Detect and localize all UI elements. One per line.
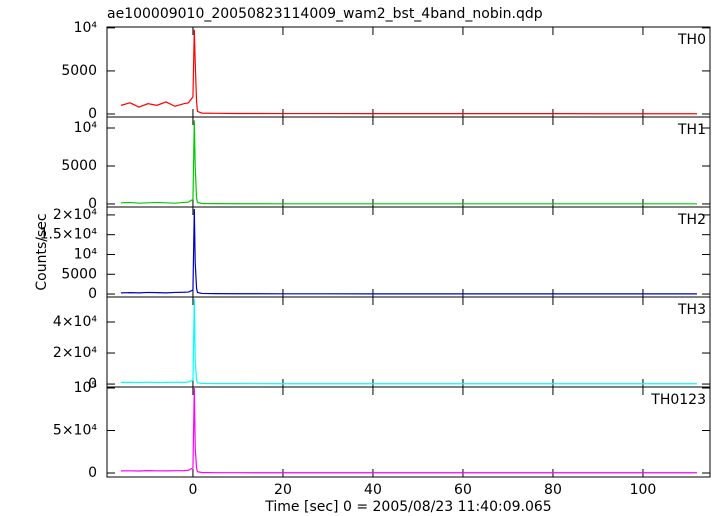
series-line [120, 388, 697, 474]
y-tick-label: 0 [88, 106, 97, 122]
y-tick-label: 0 [88, 196, 97, 212]
y-tick-label: 5000 [61, 266, 97, 282]
x-tick-label: 20 [274, 482, 292, 498]
y-tick-label: 0 [88, 376, 97, 392]
x-tick-label: 100 [630, 482, 657, 498]
series-line [120, 208, 697, 295]
series-name: TH0123 [650, 392, 706, 408]
y-tick-label: 10⁴ [74, 120, 98, 136]
series-line [120, 120, 697, 205]
chart-title: ae100009010_20050823114009_wam2_bst_4ban… [107, 6, 543, 22]
panel-frame [106, 386, 711, 478]
panel-frame [106, 296, 711, 388]
y-tick-label: 0 [88, 465, 97, 481]
panel-frame [106, 26, 711, 118]
series-line [120, 29, 697, 115]
series-line [120, 298, 697, 385]
y-tick-label: 5000 [61, 158, 97, 174]
y-tick-label: 2×10⁴ [53, 345, 97, 361]
x-tick-label: 60 [454, 482, 472, 498]
series-name: TH2 [677, 212, 706, 228]
y-tick-label: 10⁴ [74, 20, 98, 36]
y-tick-label: 2×10⁴ [53, 207, 97, 223]
x-tick-label: 40 [364, 482, 382, 498]
y-axis-label: Counts/sec [34, 213, 50, 290]
series-name: TH3 [677, 302, 706, 318]
y-tick-label: 10⁵ [74, 380, 97, 396]
x-tick-label: 80 [544, 482, 562, 498]
panel-frame [106, 206, 711, 298]
y-tick-label: 10⁴ [74, 246, 98, 262]
y-tick-label: 4×10⁴ [53, 314, 97, 330]
series-name: TH0 [677, 32, 706, 48]
panel-frame [106, 116, 711, 208]
y-tick-label: 0 [88, 286, 97, 302]
x-tick-label: 0 [188, 482, 197, 498]
series-name: TH1 [677, 122, 706, 138]
y-tick-label: 5×10⁴ [53, 423, 97, 439]
x-axis-label: Time [sec] 0 = 2005/08/23 11:40:09.065 [264, 499, 551, 515]
y-tick-label: 1.5×10⁴ [40, 227, 98, 243]
y-tick-label: 5000 [61, 63, 97, 79]
